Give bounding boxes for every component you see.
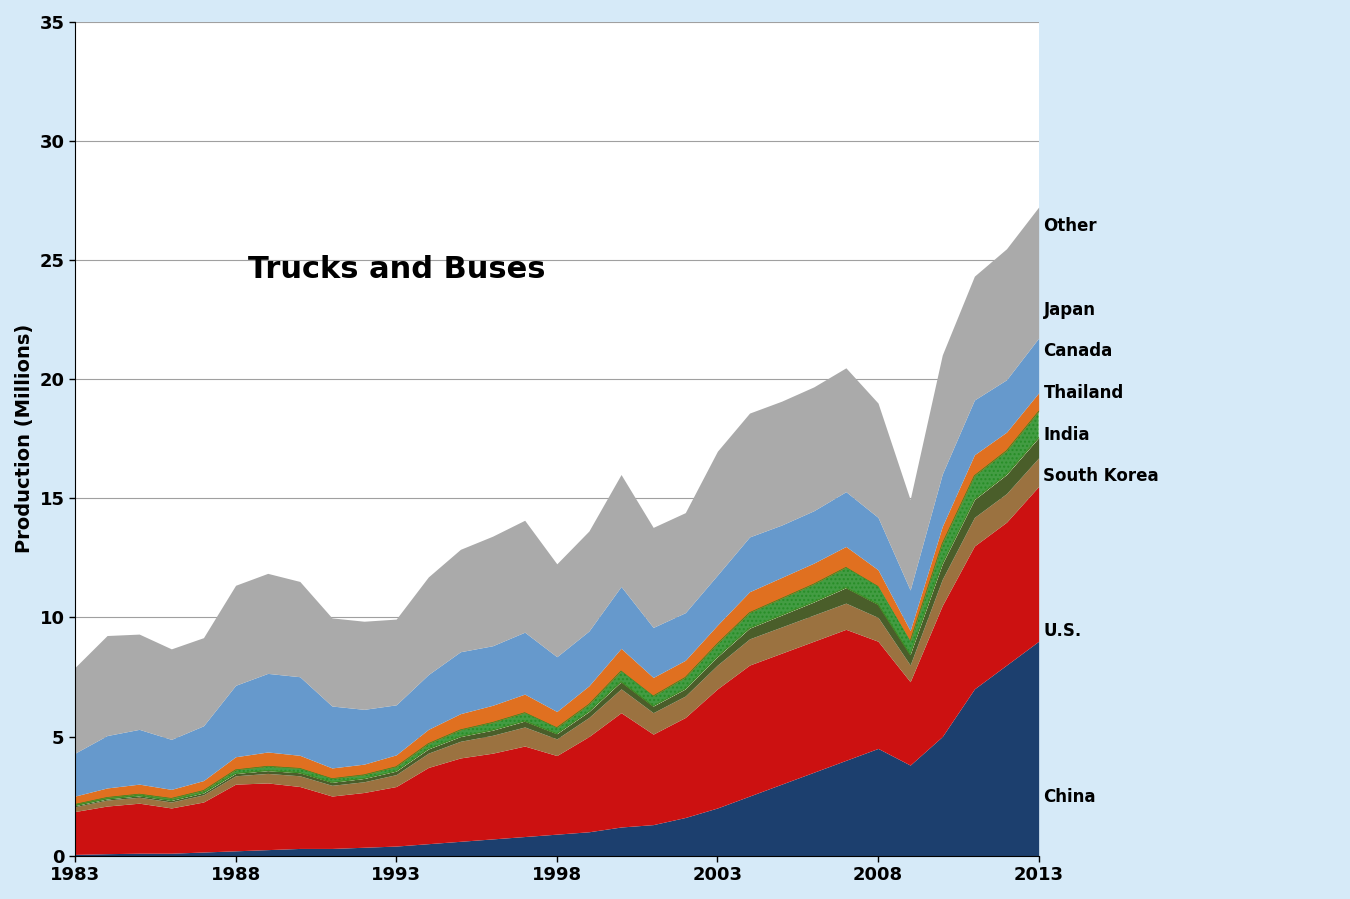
Text: U.S.: U.S. bbox=[1044, 621, 1081, 639]
Text: Japan: Japan bbox=[1044, 300, 1095, 318]
Text: Canada: Canada bbox=[1044, 343, 1112, 360]
Text: Trucks and Buses: Trucks and Buses bbox=[248, 255, 545, 284]
Text: Thailand: Thailand bbox=[1044, 384, 1123, 402]
Text: India: India bbox=[1044, 425, 1089, 443]
Y-axis label: Production (Millions): Production (Millions) bbox=[15, 325, 34, 554]
Text: South Korea: South Korea bbox=[1044, 467, 1160, 485]
Text: China: China bbox=[1044, 788, 1096, 806]
Text: Other: Other bbox=[1044, 218, 1098, 236]
